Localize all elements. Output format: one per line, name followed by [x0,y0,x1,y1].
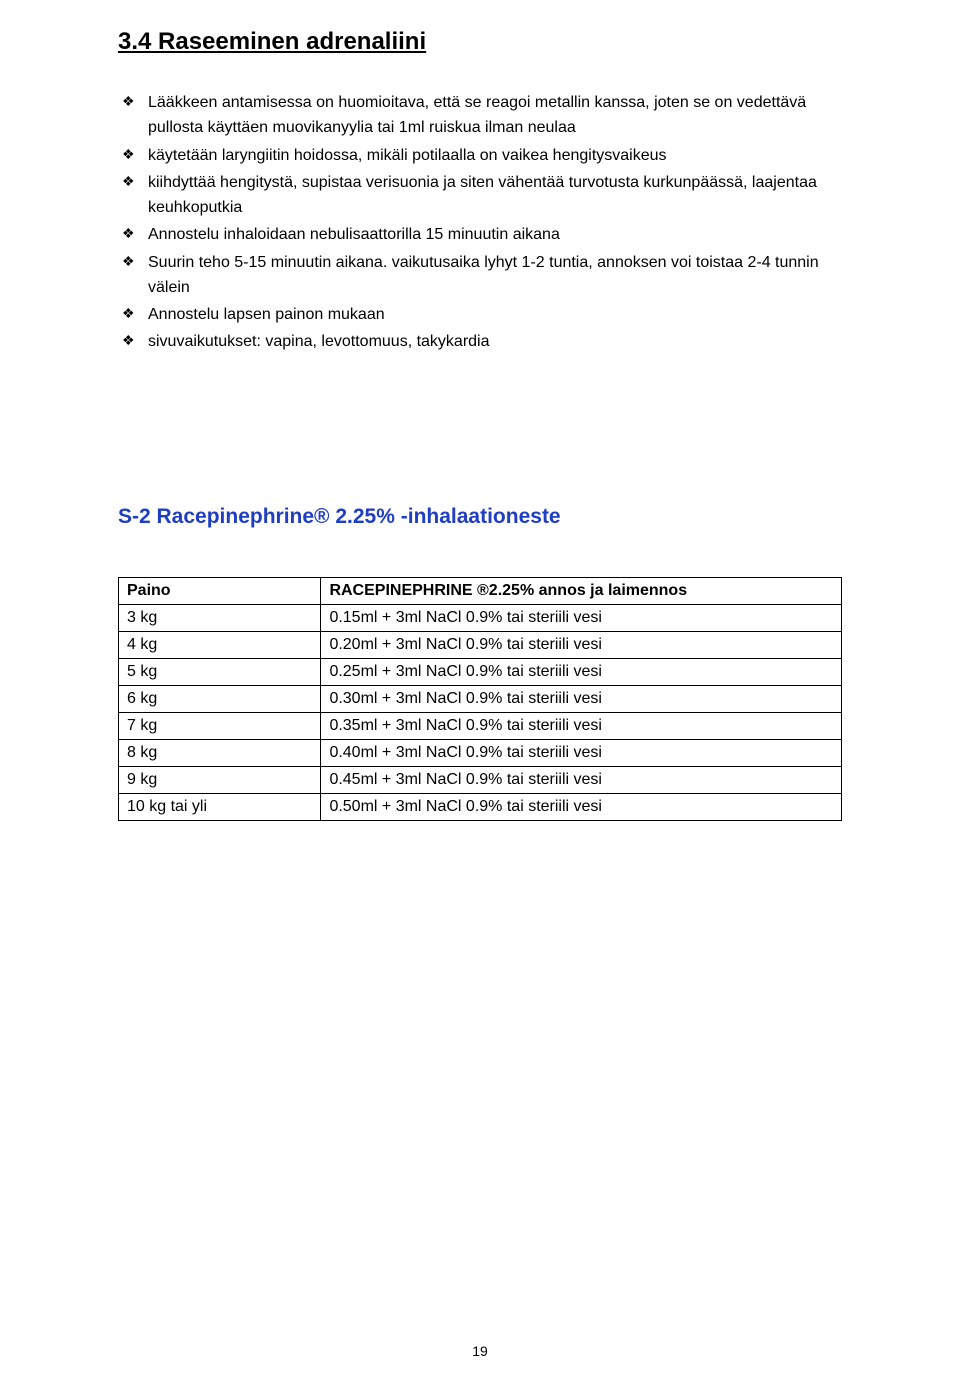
cell-dose: 0.35ml + 3ml NaCl 0.9% tai steriili vesi [321,712,842,739]
page-number: 19 [0,1343,960,1359]
list-item: Lääkkeen antamisessa on huomioitava, ett… [118,90,842,141]
cell-weight: 9 kg [119,766,321,793]
list-item: Annostelu lapsen painon mukaan [118,302,842,327]
cell-weight: 3 kg [119,604,321,631]
list-item: käytetään laryngiitin hoidossa, mikäli p… [118,143,842,168]
table-row: 7 kg 0.35ml + 3ml NaCl 0.9% tai steriili… [119,712,842,739]
list-item: sivuvaikutukset: vapina, levottomuus, ta… [118,329,842,354]
column-header-dose: RACEPINEPHRINE ®2.25% annos ja laimennos [321,577,842,604]
cell-dose: 0.45ml + 3ml NaCl 0.9% tai steriili vesi [321,766,842,793]
product-heading: S-2 Racepinephrine® 2.25% -inhalaationes… [118,505,842,529]
table-row: 4 kg 0.20ml + 3ml NaCl 0.9% tai steriili… [119,631,842,658]
list-item: Suurin teho 5-15 minuutin aikana. vaikut… [118,250,842,301]
list-item: Annostelu inhaloidaan nebulisaattorilla … [118,222,842,247]
cell-dose: 0.20ml + 3ml NaCl 0.9% tai steriili vesi [321,631,842,658]
cell-weight: 6 kg [119,685,321,712]
table-row: 5 kg 0.25ml + 3ml NaCl 0.9% tai steriili… [119,658,842,685]
cell-dose: 0.15ml + 3ml NaCl 0.9% tai steriili vesi [321,604,842,631]
table-header-row: Paino RACEPINEPHRINE ®2.25% annos ja lai… [119,577,842,604]
column-header-weight: Paino [119,577,321,604]
cell-dose: 0.50ml + 3ml NaCl 0.9% tai steriili vesi [321,793,842,820]
cell-weight: 5 kg [119,658,321,685]
table-row: 6 kg 0.30ml + 3ml NaCl 0.9% tai steriili… [119,685,842,712]
table-row: 10 kg tai yli 0.50ml + 3ml NaCl 0.9% tai… [119,793,842,820]
table-row: 9 kg 0.45ml + 3ml NaCl 0.9% tai steriili… [119,766,842,793]
list-item: kiihdyttää hengitystä, supistaa verisuon… [118,170,842,221]
cell-weight: 7 kg [119,712,321,739]
table-row: 8 kg 0.40ml + 3ml NaCl 0.9% tai steriili… [119,739,842,766]
cell-weight: 4 kg [119,631,321,658]
section-heading: 3.4 Raseeminen adrenaliini [118,28,842,56]
cell-dose: 0.25ml + 3ml NaCl 0.9% tai steriili vesi [321,658,842,685]
cell-dose: 0.30ml + 3ml NaCl 0.9% tai steriili vesi [321,685,842,712]
cell-weight: 8 kg [119,739,321,766]
bullet-list: Lääkkeen antamisessa on huomioitava, ett… [118,90,842,355]
table-row: 3 kg 0.15ml + 3ml NaCl 0.9% tai steriili… [119,604,842,631]
cell-weight: 10 kg tai yli [119,793,321,820]
page: 3.4 Raseeminen adrenaliini Lääkkeen anta… [0,0,960,1399]
dose-table: Paino RACEPINEPHRINE ®2.25% annos ja lai… [118,577,842,821]
cell-dose: 0.40ml + 3ml NaCl 0.9% tai steriili vesi [321,739,842,766]
